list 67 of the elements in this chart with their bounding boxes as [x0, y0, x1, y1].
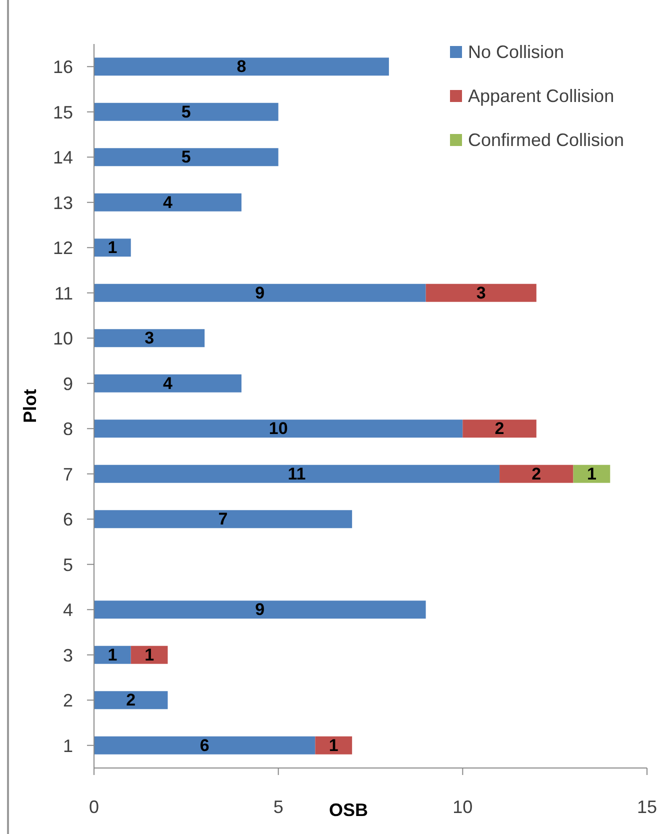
data-label: 9	[255, 600, 265, 620]
data-label: 8	[236, 57, 246, 76]
y-tick-label: 8	[62, 419, 73, 440]
data-label: 6	[200, 736, 210, 755]
data-label: 4	[163, 192, 173, 212]
data-label: 5	[181, 148, 191, 167]
data-label: 2	[494, 419, 504, 438]
y-tick-label: 7	[62, 464, 73, 484]
y-tick-label: 12	[52, 238, 73, 258]
bar	[573, 464, 610, 483]
bar	[94, 736, 316, 754]
legend-label: Apparent Collision	[468, 86, 614, 106]
data-label: 10	[268, 419, 288, 438]
y-tick-label: 9	[62, 374, 73, 394]
y-tick-label: 1	[62, 736, 73, 756]
bar	[500, 464, 574, 483]
y-tick-label: 10	[52, 328, 73, 349]
bar	[94, 374, 242, 392]
bar	[94, 646, 131, 664]
bar	[94, 464, 500, 483]
y-tick-label: 4	[62, 600, 73, 620]
data-label: 7	[218, 510, 228, 529]
y-tick-label: 2	[62, 690, 73, 711]
bar	[94, 691, 168, 710]
data-label: 1	[108, 238, 118, 258]
y-tick-label: 13	[52, 192, 73, 213]
y-tick-label: 6	[62, 510, 73, 530]
y-tick-label: 14	[52, 148, 73, 168]
data-label: 1	[328, 736, 338, 755]
x-axis-title: OSB	[328, 800, 368, 820]
y-tick-label: 11	[54, 283, 73, 304]
bar	[94, 148, 278, 166]
y-tick-label: 15	[52, 102, 73, 122]
bar	[94, 329, 205, 348]
bar	[94, 284, 426, 302]
data-label: 1	[586, 464, 596, 484]
bar	[94, 102, 278, 121]
bar	[94, 238, 131, 257]
x-tick-label: 0	[88, 796, 100, 817]
bar	[315, 736, 352, 754]
bar	[94, 58, 389, 76]
bar	[94, 193, 242, 212]
legend-label: Confirmed Collision	[468, 130, 624, 150]
data-label: 5	[181, 102, 191, 122]
x-tick-label: 15	[636, 796, 658, 817]
data-label: 4	[163, 374, 173, 393]
data-label: 2	[532, 464, 542, 484]
data-label: 3	[144, 328, 154, 348]
legend-label: No Collision	[468, 42, 564, 62]
data-label: 1	[144, 645, 154, 664]
data-label: 3	[476, 283, 486, 302]
bar	[94, 420, 463, 438]
bar	[94, 510, 352, 528]
bar	[130, 646, 168, 664]
y-axis-title: Plot	[20, 389, 40, 423]
x-tick-label: 10	[452, 796, 473, 817]
data-label: 2	[126, 690, 136, 710]
bar	[462, 420, 536, 438]
data-label: 11	[288, 464, 306, 484]
bar	[426, 284, 536, 302]
y-tick-label: 5	[62, 554, 73, 575]
x-tick-label: 5	[273, 796, 284, 817]
data-label: 9	[255, 283, 265, 302]
y-tick-label: 16	[52, 57, 73, 78]
bar	[94, 600, 426, 619]
y-tick-label: 3	[62, 645, 73, 666]
data-label: 1	[108, 645, 118, 664]
